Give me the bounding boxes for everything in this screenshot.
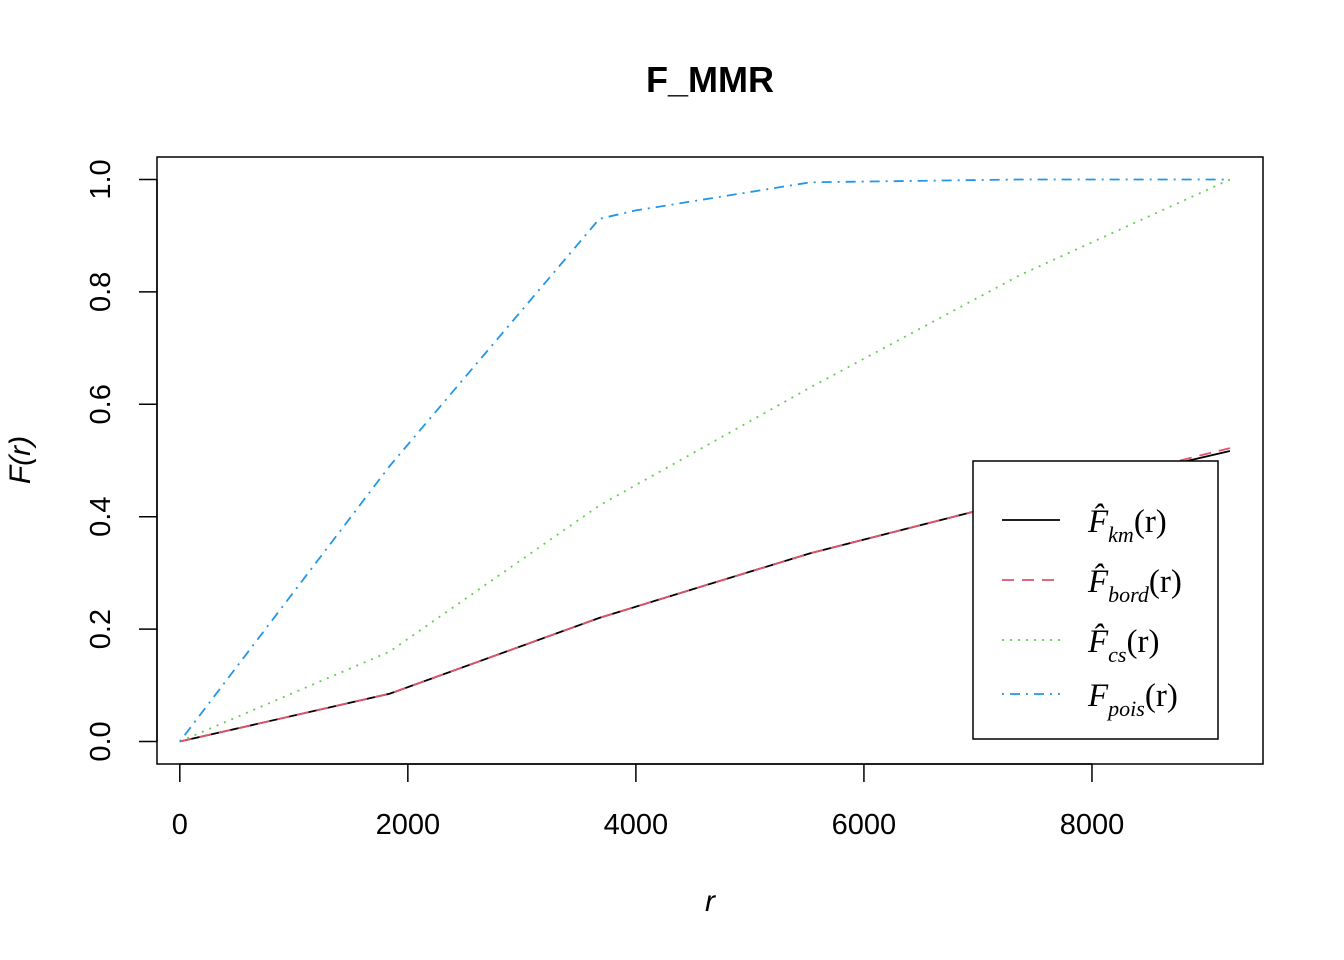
y-tick-label: 1.0 (85, 159, 117, 199)
legend-label-1: F̂bord(r) (1087, 563, 1182, 607)
x-tick-label: 2000 (376, 809, 441, 841)
legend-label-0: F̂km(r) (1087, 503, 1167, 547)
y-axis-label: F(r) (4, 436, 37, 484)
legend-label-2: F̂cs(r) (1087, 623, 1159, 667)
y-tick-label: 0.6 (85, 384, 117, 424)
y-tick-label: 0.8 (85, 272, 117, 312)
x-tick-label: 0 (172, 809, 188, 841)
y-tick-label: 0.0 (85, 721, 117, 761)
legend-label-3: Fpois(r) (1087, 678, 1178, 721)
y-axis: 0.0 0.2 0.4 0.6 0.8 1.0 (85, 159, 158, 762)
x-tick-label: 8000 (1060, 809, 1125, 841)
x-tick-label: 4000 (604, 809, 669, 841)
legend-box (972, 460, 1219, 740)
series-line-3 (179, 178, 1230, 743)
legend: F̂km(r) F̂bord(r) F̂cs(r) Fpois(r) (972, 460, 1219, 740)
y-tick-label: 0.2 (85, 609, 117, 649)
x-axis: 0 2000 4000 6000 8000 (172, 763, 1125, 841)
chart-title: F_MMR (646, 59, 774, 100)
x-axis-label: r (705, 885, 716, 918)
y-tick-label: 0.4 (85, 497, 117, 537)
x-tick-label: 6000 (832, 809, 897, 841)
